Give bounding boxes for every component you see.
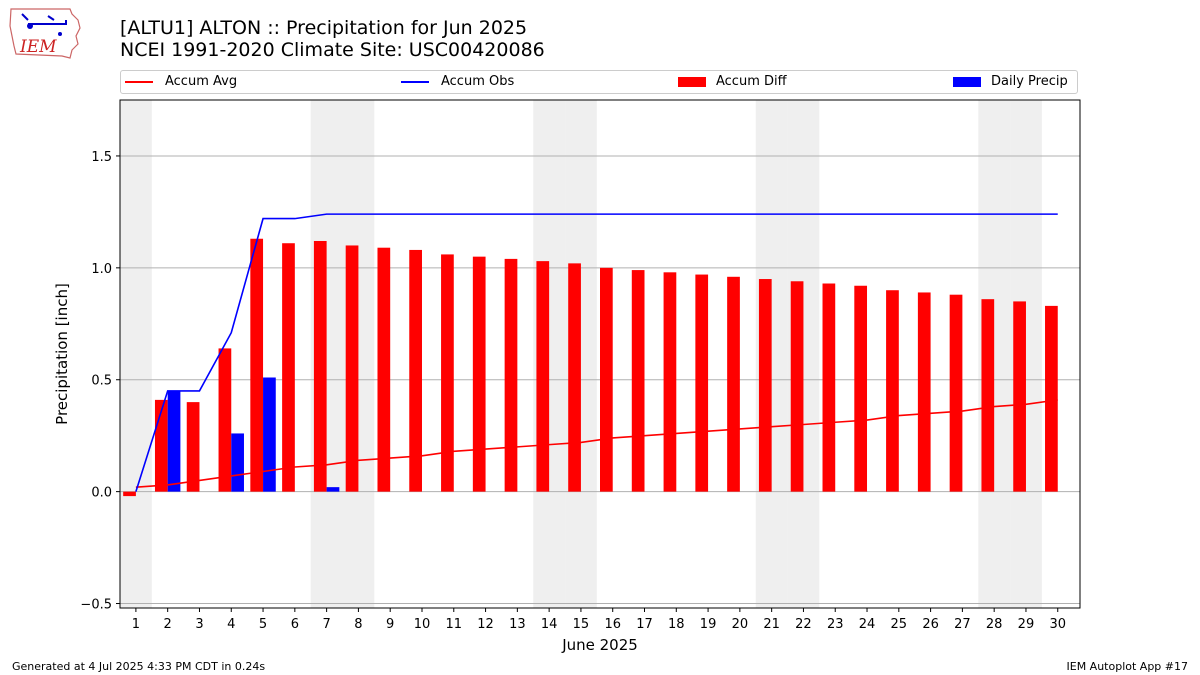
x-tick-label: 4 — [227, 617, 235, 632]
x-tick-label: 8 — [354, 617, 362, 632]
legend-line-swatch — [401, 80, 429, 83]
app-credit: IEM Autoplot App #17 — [1066, 660, 1189, 673]
legend: Accum Avg Accum Obs Accum Diff Daily Pre… — [120, 70, 1078, 94]
legend-label: Accum Obs — [441, 74, 515, 89]
legend-label: Accum Avg — [165, 74, 238, 89]
x-tick-label: 6 — [291, 617, 299, 632]
legend-line-swatch — [125, 80, 153, 83]
iowa-outline-shape — [9, 8, 81, 59]
accum-diff-bar — [282, 243, 295, 492]
y-tick-label: 0.5 — [91, 374, 112, 389]
legend-item-accum-diff: Accum Diff — [678, 74, 787, 89]
x-tick-label: 11 — [446, 617, 463, 632]
x-tick-label: 22 — [795, 617, 812, 632]
y-tick-label: −0.5 — [80, 598, 112, 613]
accum-obs-line — [135, 213, 1058, 492]
x-tick-label: 30 — [1049, 617, 1066, 632]
x-tick-label: 18 — [668, 617, 685, 632]
chart-subtitle: NCEI 1991-2020 Climate Site: USC00420086 — [120, 39, 545, 61]
accum-diff-bar — [727, 276, 740, 492]
daily-precip-bar — [326, 487, 340, 492]
accum-diff-bar — [822, 283, 836, 492]
accum-diff-bar — [981, 299, 995, 492]
accum-diff-bar — [1045, 305, 1058, 492]
accum-diff-bar — [377, 247, 391, 492]
logo-text: IEM — [19, 37, 57, 57]
accum-diff-bar — [123, 491, 136, 497]
x-tick-label: 7 — [322, 617, 330, 632]
y-tick-label: 1.0 — [91, 262, 112, 277]
accum-diff-bar — [631, 270, 645, 492]
legend-label: Accum Diff — [716, 74, 787, 89]
accum-diff-bar — [758, 279, 772, 492]
daily-precip-bar — [167, 390, 181, 492]
x-tick-label: 16 — [604, 617, 621, 632]
x-tick-label: 29 — [1018, 617, 1035, 632]
accum-diff-bar — [250, 238, 264, 492]
x-tick-label: 12 — [477, 617, 494, 632]
accum-diff-bar — [949, 294, 963, 492]
iem-logo: IEM — [9, 8, 81, 59]
accum-avg-line — [135, 399, 1058, 488]
daily-precip-bar — [231, 433, 244, 492]
x-tick-label: 27 — [954, 617, 971, 632]
x-tick-label: 28 — [986, 617, 1003, 632]
x-tick-label: 10 — [414, 617, 431, 632]
x-axis-label: June 2025 — [561, 636, 638, 654]
y-tick-label: 0.0 — [91, 486, 112, 501]
x-tick-label: 1 — [132, 617, 140, 632]
x-tick-label: 26 — [922, 617, 939, 632]
accum-diff-bar — [536, 261, 550, 492]
x-tick-label: 9 — [386, 617, 394, 632]
generated-timestamp: Generated at 4 Jul 2025 4:33 PM CDT in 0… — [12, 660, 266, 673]
accum-diff-bar — [472, 256, 486, 492]
accum-diff-bar — [790, 281, 804, 492]
x-tick-label: 3 — [195, 617, 203, 632]
accum-diff-bar — [917, 292, 931, 492]
accum-diff-bar — [854, 285, 868, 492]
legend-item-accum-avg: Accum Avg — [125, 74, 237, 89]
accum-diff-bar — [568, 263, 581, 492]
accum-diff-bar — [345, 245, 359, 492]
legend-box-swatch — [953, 76, 981, 87]
logo-dot-shape — [27, 23, 33, 29]
legend-box-swatch — [678, 76, 706, 87]
plot-frame — [119, 99, 1081, 609]
legend-item-daily-precip: Daily Precip — [953, 74, 1068, 89]
weekend-shade — [120, 100, 152, 608]
x-tick-label: 13 — [509, 617, 526, 632]
x-tick-label: 24 — [859, 617, 876, 632]
y-tick-label: 1.5 — [91, 150, 112, 165]
x-tick-label: 21 — [763, 617, 780, 632]
accum-diff-bar — [1013, 301, 1026, 492]
legend-label: Daily Precip — [991, 74, 1068, 89]
accum-diff-bar — [313, 240, 327, 492]
x-tick-label: 15 — [573, 617, 590, 632]
x-tick-label: 14 — [541, 617, 558, 632]
legend-item-accum-obs: Accum Obs — [401, 74, 514, 89]
x-tick-label: 2 — [164, 617, 172, 632]
x-tick-label: 25 — [891, 617, 908, 632]
x-tick-label: 5 — [259, 617, 267, 632]
x-tick-label: 17 — [636, 617, 653, 632]
chart-title: [ALTU1] ALTON :: Precipitation for Jun 2… — [120, 17, 528, 39]
logo-dot-shape — [58, 32, 62, 36]
accum-diff-bar — [663, 272, 677, 492]
accum-diff-bar — [409, 249, 422, 492]
accum-diff-bar — [504, 258, 518, 492]
accum-diff-bar — [186, 402, 200, 492]
accum-diff-bar — [218, 348, 232, 492]
x-tick-label: 20 — [732, 617, 749, 632]
y-axis-label: Precipitation [inch] — [53, 283, 71, 425]
x-tick-label: 19 — [700, 617, 717, 632]
accum-diff-bar — [600, 267, 613, 492]
accum-diff-bar — [441, 254, 454, 492]
logo-arrow-shape — [21, 13, 67, 25]
daily-precip-bar — [263, 377, 276, 492]
accum-diff-bar — [886, 290, 899, 492]
x-tick-label: 23 — [827, 617, 844, 632]
accum-diff-bar — [695, 274, 709, 492]
